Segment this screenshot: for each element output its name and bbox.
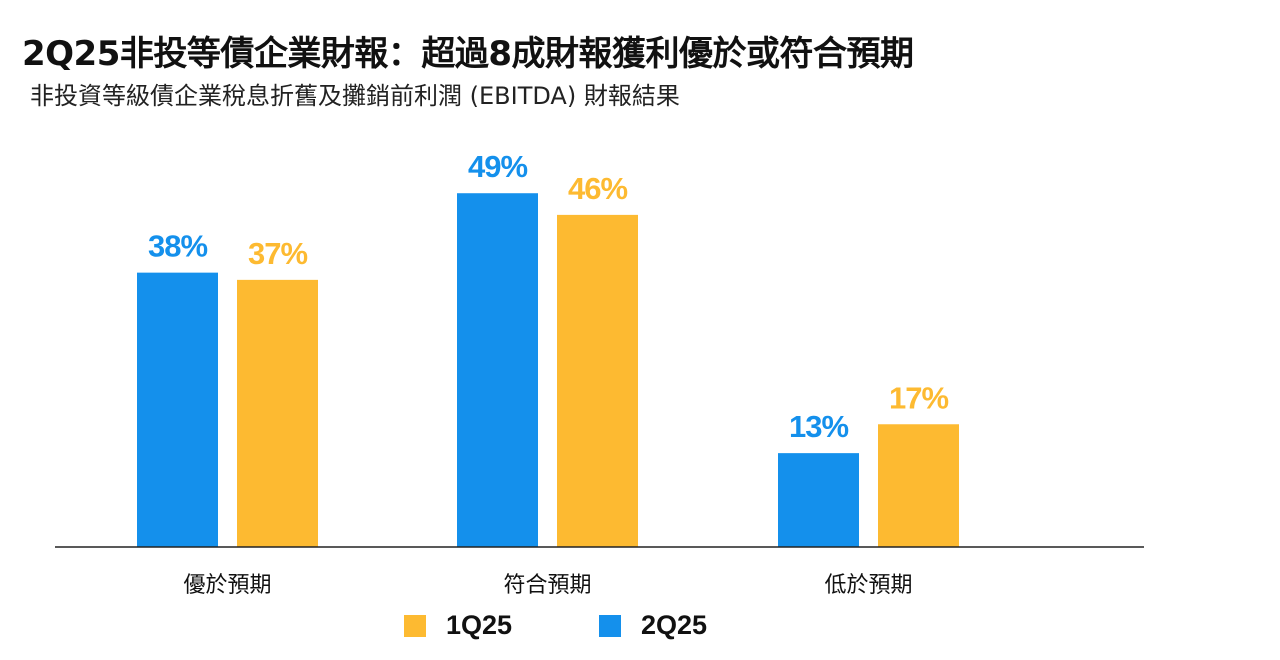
legend-item-2q25: 2Q25 — [599, 610, 707, 641]
x-tick-label-3: 低於預期 — [824, 573, 912, 598]
data-label-2q25-2: 49% — [468, 149, 527, 184]
bar-1q25-1 — [237, 279, 318, 547]
x-tick-label-2: 符合預期 — [503, 573, 591, 598]
bar-1q25-3 — [878, 424, 959, 547]
legend-swatch-1q25 — [404, 614, 426, 637]
bar-2q25-3 — [778, 453, 859, 547]
bar-1q25-2 — [557, 214, 638, 547]
bar-2q25-1 — [137, 272, 218, 547]
legend: 1Q25 2Q25 — [0, 610, 1280, 646]
legend-item-1q25: 1Q25 — [404, 610, 512, 641]
chart-title: 2Q25非投等債企業財報：超過8成財報獲利優於或符合預期 — [22, 34, 914, 74]
x-tick-label-1: 優於預期 — [183, 573, 271, 598]
chart-subtitle: 非投資等級債企業稅息折舊及攤銷前利潤 (EBITDA) 財報結果 — [30, 82, 680, 110]
data-label-1q25-1: 37% — [248, 236, 307, 271]
data-label-1q25-3: 17% — [889, 380, 948, 415]
legend-label-2q25: 2Q25 — [641, 610, 708, 640]
data-label-2q25-1: 38% — [148, 229, 207, 264]
legend-swatch-2q25 — [599, 614, 621, 637]
data-label-1q25-2: 46% — [568, 171, 627, 206]
bar-2q25-2 — [457, 193, 538, 547]
legend-label-1q25: 1Q25 — [446, 610, 513, 640]
data-label-2q25-3: 13% — [789, 409, 848, 444]
